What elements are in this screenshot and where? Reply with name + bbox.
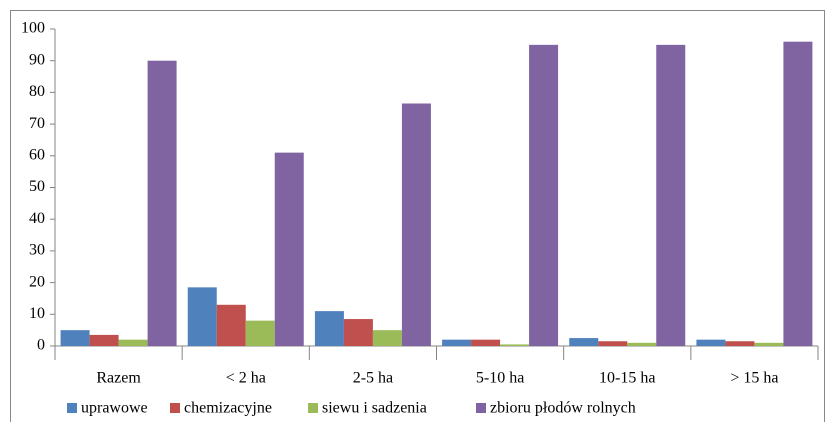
bar xyxy=(783,41,813,347)
y-tick-label: 50 xyxy=(29,178,45,195)
bar xyxy=(187,287,217,346)
bar xyxy=(343,319,373,346)
bar xyxy=(216,304,246,346)
chart-frame xyxy=(10,10,825,427)
y-tick-label: 60 xyxy=(29,146,45,163)
bar xyxy=(725,341,755,346)
legend-label: zbioru płodów rolnych xyxy=(490,400,636,417)
bar xyxy=(471,339,501,346)
bar xyxy=(60,330,90,346)
bar xyxy=(696,339,726,346)
bar xyxy=(274,152,304,346)
x-tick-label: < 2 ha xyxy=(226,370,266,387)
bar xyxy=(500,344,530,346)
y-tick-label: 40 xyxy=(29,210,45,227)
bar xyxy=(245,320,275,346)
y-tick-label: 0 xyxy=(37,337,45,354)
bar xyxy=(372,330,402,346)
bar xyxy=(401,103,431,347)
y-tick-label: 80 xyxy=(29,83,45,100)
bar xyxy=(656,44,686,346)
legend-swatch xyxy=(67,403,77,413)
y-tick-label: 70 xyxy=(29,115,45,132)
bar xyxy=(598,341,628,346)
x-tick-label: 10-15 ha xyxy=(599,370,655,387)
y-tick-label: 90 xyxy=(29,51,45,68)
legend-swatch xyxy=(170,403,180,413)
y-tick-label: 30 xyxy=(29,242,45,259)
x-tick-label: 5-10 ha xyxy=(476,370,524,387)
legend-label: uprawowe xyxy=(81,400,148,417)
legend-label: chemizacyjne xyxy=(184,400,272,417)
legend-swatch xyxy=(476,403,486,413)
y-tick-label: 100 xyxy=(21,20,45,37)
bar xyxy=(529,44,559,346)
bar xyxy=(118,339,148,346)
x-tick-label: 2-5 ha xyxy=(353,370,393,387)
y-tick-label: 10 xyxy=(29,305,45,322)
bar xyxy=(314,311,344,346)
x-tick-label: > 15 ha xyxy=(730,370,778,387)
legend-label: siewu i sadzenia xyxy=(322,400,427,417)
bar xyxy=(569,338,599,346)
x-tick-label: Razem xyxy=(96,370,141,387)
bar xyxy=(754,342,784,346)
legend-swatch xyxy=(308,403,318,413)
bar xyxy=(627,342,657,346)
bar xyxy=(89,334,119,346)
y-tick-label: 20 xyxy=(29,273,45,290)
bar xyxy=(442,339,472,346)
bar xyxy=(147,60,177,346)
